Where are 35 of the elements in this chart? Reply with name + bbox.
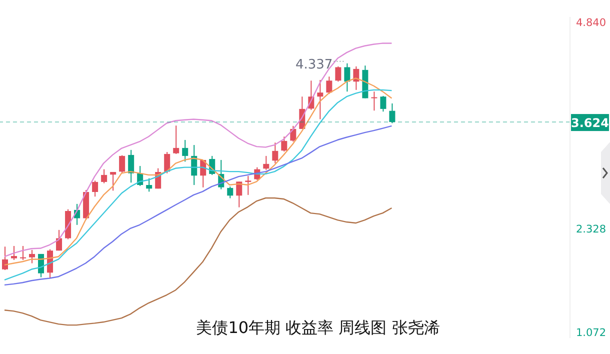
candlestick (56, 229, 62, 252)
candlestick (263, 155, 270, 170)
ref-line-label: 3.624 (571, 116, 609, 130)
candlestick (110, 171, 116, 192)
line-series (4, 125, 392, 286)
candlestick (335, 66, 342, 82)
candlestick (146, 178, 152, 192)
candlestick (173, 125, 180, 154)
candlestick (326, 76, 332, 94)
candlestick (119, 154, 126, 174)
candlestick (380, 95, 386, 112)
candlestick (164, 151, 170, 174)
y-tick-label: 4.840 (576, 16, 606, 29)
candlestick (11, 245, 18, 260)
annotation: 4.337 (295, 57, 333, 72)
candlestick (92, 180, 98, 198)
candlestick (371, 91, 378, 112)
candlestick (20, 245, 26, 260)
candlestick (272, 142, 278, 164)
candlestick (317, 79, 324, 120)
line-series (4, 42, 392, 258)
candlestick (389, 102, 396, 124)
candlestick (227, 186, 234, 199)
candlestick (245, 175, 252, 196)
candlestick (101, 168, 108, 184)
candlestick (128, 149, 134, 184)
candlestick (344, 62, 350, 92)
candlestick (29, 249, 36, 264)
candlestick (281, 136, 288, 152)
candlestick (2, 246, 8, 271)
text: 美债10年期 收益率 周线图 张尧浠 (196, 318, 440, 337)
candlestick (182, 139, 188, 162)
candlestick (236, 181, 242, 208)
y-tick-label: 2.328 (576, 224, 606, 236)
y-tick-label: 1.072 (576, 327, 606, 340)
